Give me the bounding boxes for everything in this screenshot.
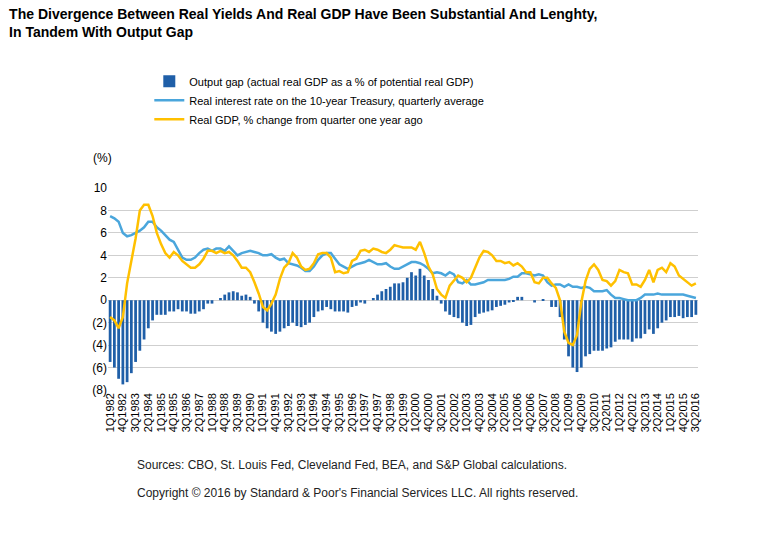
svg-text:2Q1993: 2Q1993 <box>295 393 307 432</box>
svg-text:3Q2007: 3Q2007 <box>537 393 549 432</box>
svg-text:4Q1994: 4Q1994 <box>320 393 332 432</box>
svg-text:(4): (4) <box>92 338 107 352</box>
svg-text:3Q1998: 3Q1998 <box>384 393 396 432</box>
svg-text:Real interest rate on the 10-y: Real interest rate on the 10-year Treasu… <box>189 95 484 107</box>
svg-text:0: 0 <box>100 293 107 307</box>
svg-text:4Q2000: 4Q2000 <box>422 393 434 432</box>
svg-text:3Q1992: 3Q1992 <box>282 393 294 432</box>
svg-text:(6): (6) <box>92 361 107 375</box>
svg-text:Real GDP, % change from quarte: Real GDP, % change from quarter one year… <box>189 114 422 126</box>
svg-text:3Q1983: 3Q1983 <box>129 393 141 432</box>
svg-text:2Q2014: 2Q2014 <box>651 393 663 432</box>
svg-text:4Q1988: 4Q1988 <box>218 393 230 432</box>
svg-text:4Q2003: 4Q2003 <box>473 393 485 432</box>
svg-text:1Q1997: 1Q1997 <box>358 393 370 432</box>
svg-text:3Q2010: 3Q2010 <box>588 393 600 432</box>
svg-text:Output gap (actual real GDP as: Output gap (actual real GDP as a % of po… <box>189 76 473 88</box>
svg-text:(2): (2) <box>92 316 107 330</box>
svg-text:4Q2015: 4Q2015 <box>677 393 689 432</box>
svg-text:3Q1995: 3Q1995 <box>333 393 345 432</box>
svg-text:3Q2001: 3Q2001 <box>435 393 447 432</box>
svg-text:3Q2013: 3Q2013 <box>639 393 651 432</box>
svg-text:2Q1987: 2Q1987 <box>193 393 205 432</box>
svg-text:6: 6 <box>100 226 107 240</box>
svg-text:2Q1990: 2Q1990 <box>244 393 256 432</box>
svg-text:1Q2015: 1Q2015 <box>664 393 676 432</box>
svg-text:2Q1999: 2Q1999 <box>397 393 409 432</box>
svg-text:1Q2012: 1Q2012 <box>613 393 625 432</box>
svg-text:1Q1994: 1Q1994 <box>307 393 319 432</box>
svg-text:Sources: CBO, St. Louis Fed, C: Sources: CBO, St. Louis Fed, Cleveland F… <box>137 458 567 472</box>
svg-text:2Q1984: 2Q1984 <box>142 393 154 432</box>
svg-text:1Q2000: 1Q2000 <box>409 393 421 432</box>
svg-text:2: 2 <box>100 271 107 285</box>
svg-text:2Q2008: 2Q2008 <box>549 393 561 432</box>
svg-text:4Q1997: 4Q1997 <box>371 393 383 432</box>
svg-text:The Divergence Between Real Yi: The Divergence Between Real Yields And R… <box>9 6 597 40</box>
svg-text:4Q1982: 4Q1982 <box>116 393 128 432</box>
svg-text:3Q1989: 3Q1989 <box>231 393 243 432</box>
svg-text:2Q2011: 2Q2011 <box>600 393 612 431</box>
svg-text:3Q2016: 3Q2016 <box>689 393 701 432</box>
svg-text:1Q2003: 1Q2003 <box>460 393 472 432</box>
svg-text:2Q2005: 2Q2005 <box>498 393 510 432</box>
svg-text:4Q2009: 4Q2009 <box>575 393 587 432</box>
svg-text:4Q1985: 4Q1985 <box>167 393 179 432</box>
svg-text:1Q1982: 1Q1982 <box>104 393 116 432</box>
svg-text:1Q1991: 1Q1991 <box>257 393 269 432</box>
svg-text:4Q2006: 4Q2006 <box>524 393 536 432</box>
svg-text:3Q2004: 3Q2004 <box>486 393 498 432</box>
svg-text:2Q1996: 2Q1996 <box>346 393 358 432</box>
svg-text:2Q2002: 2Q2002 <box>448 393 460 432</box>
svg-text:4Q2012: 4Q2012 <box>626 393 638 432</box>
svg-text:(8): (8) <box>92 383 107 397</box>
svg-text:(%): (%) <box>93 151 112 165</box>
svg-text:10: 10 <box>94 181 108 195</box>
svg-text:4Q1991: 4Q1991 <box>269 393 281 432</box>
svg-text:3Q1986: 3Q1986 <box>180 393 192 432</box>
svg-text:Copyright © 2016 by Standard &: Copyright © 2016 by Standard & Poor's Fi… <box>137 486 578 500</box>
svg-text:1Q2006: 1Q2006 <box>511 393 523 432</box>
svg-text:8: 8 <box>100 204 107 218</box>
svg-text:1Q1985: 1Q1985 <box>155 393 167 432</box>
svg-text:4: 4 <box>100 249 107 263</box>
svg-text:1Q1988: 1Q1988 <box>206 393 218 432</box>
svg-text:1Q2009: 1Q2009 <box>562 393 574 432</box>
